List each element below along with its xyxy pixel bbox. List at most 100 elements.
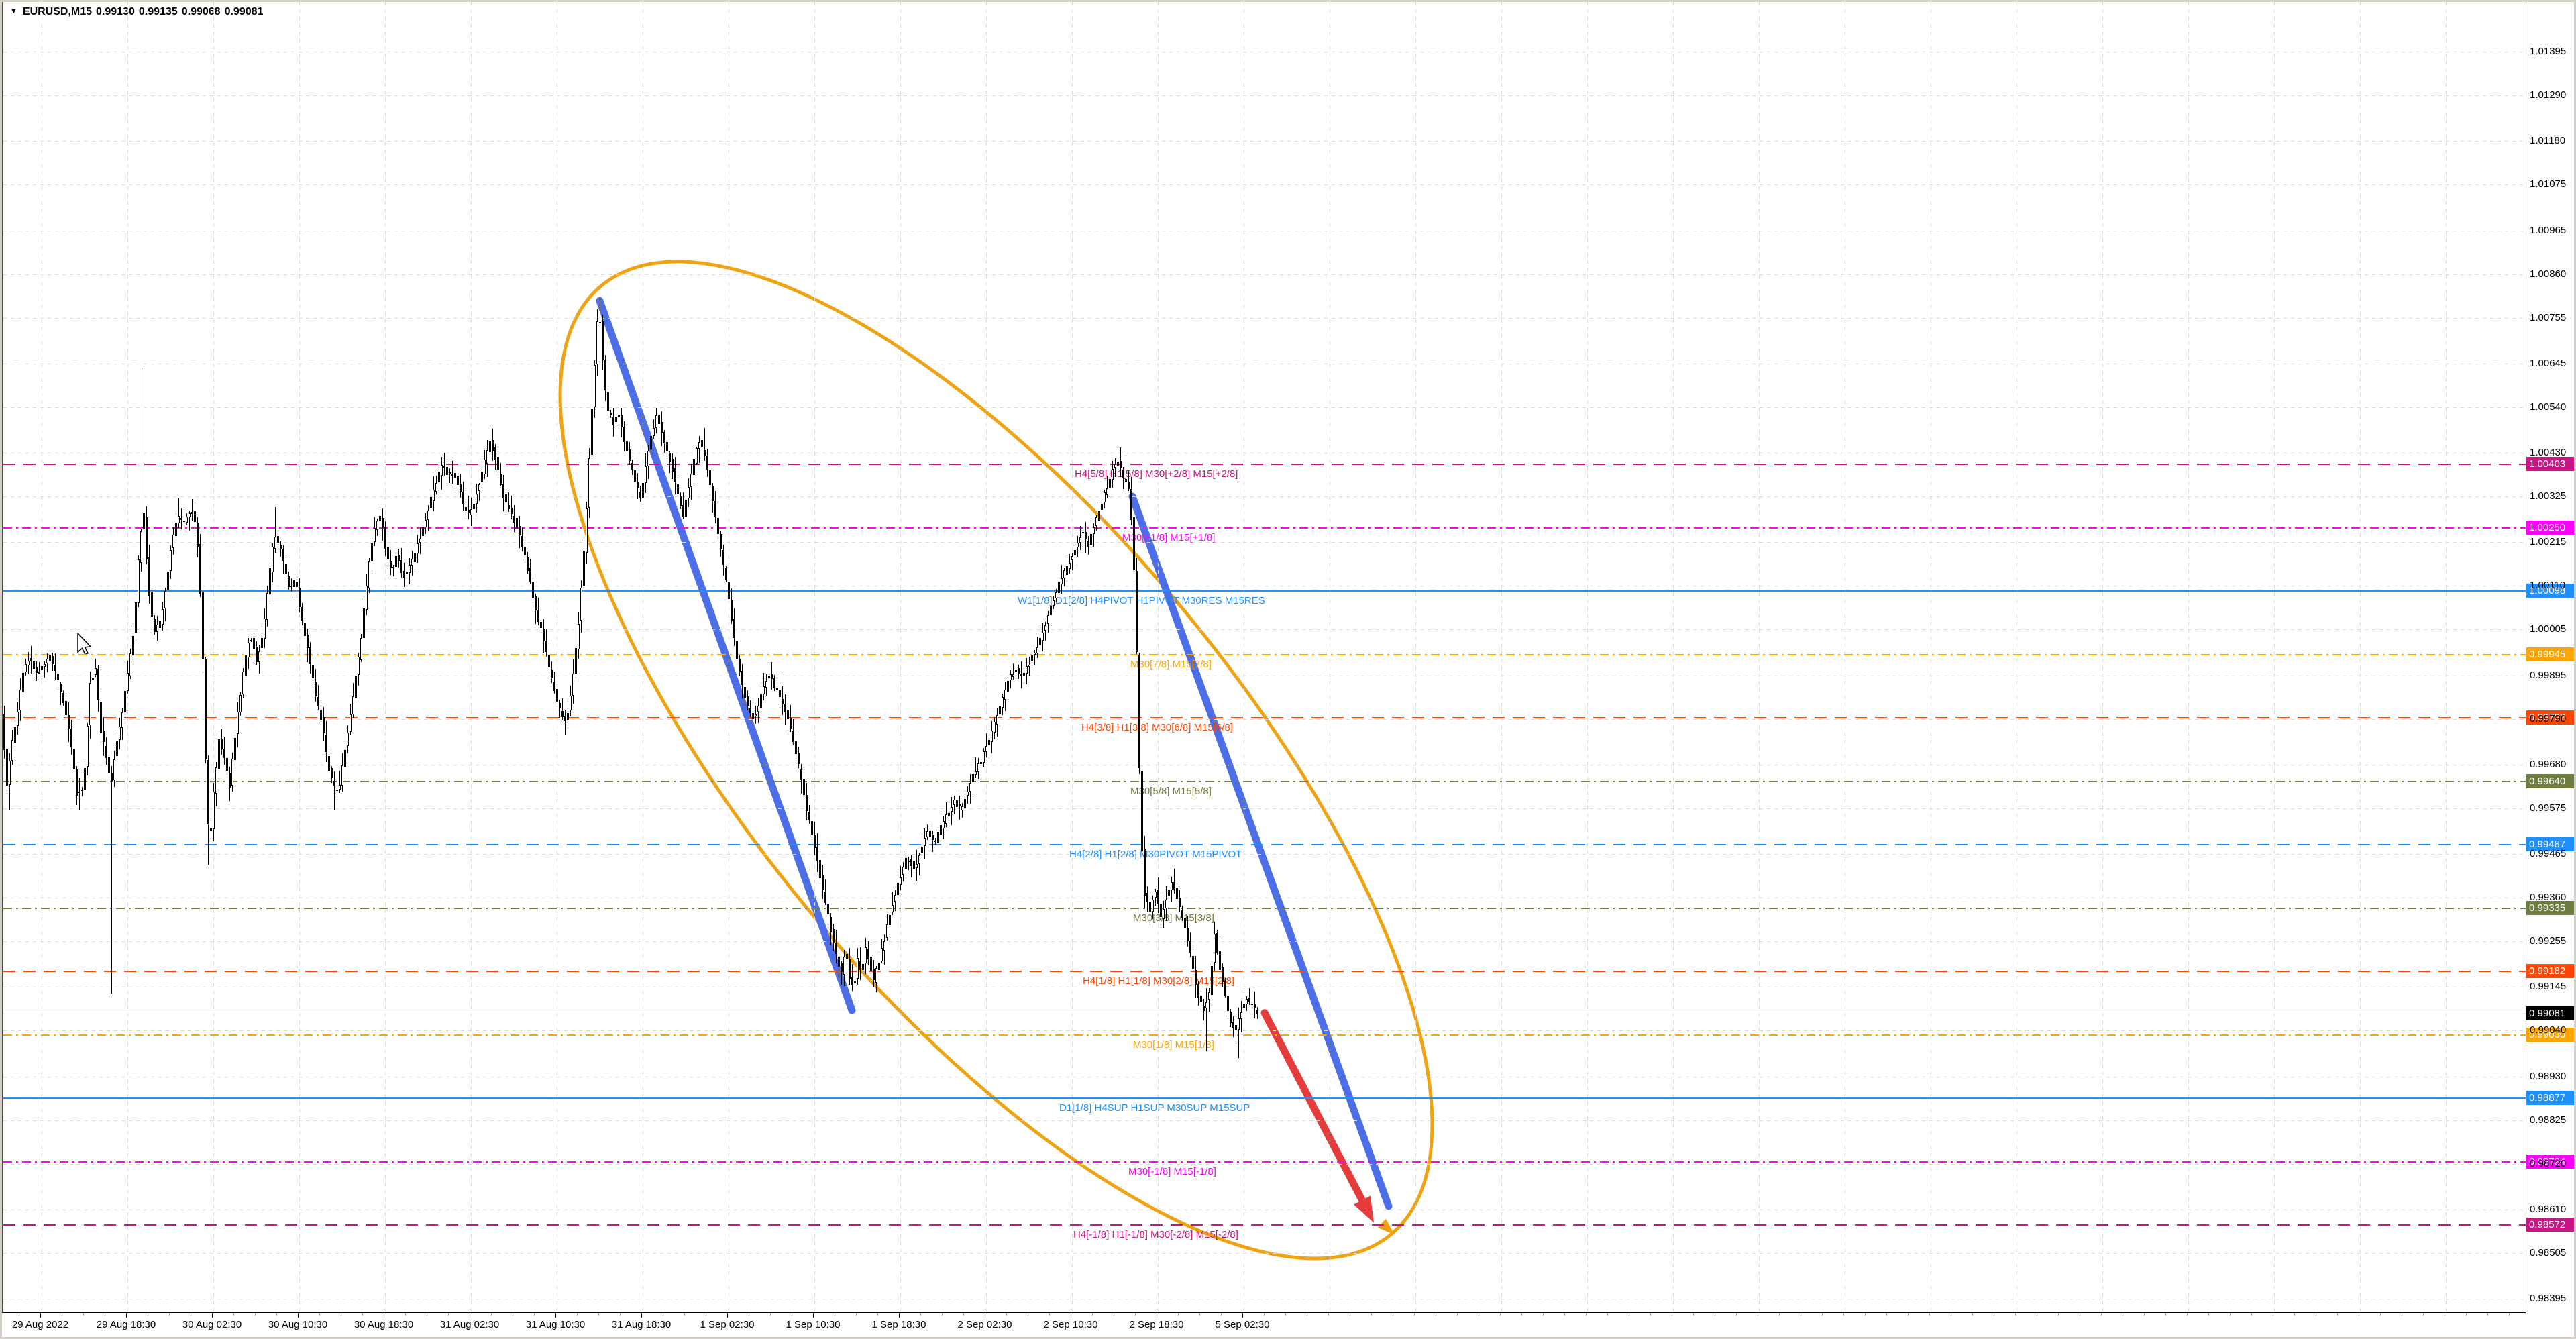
time-axis-label: 30 Aug 02:30 [182,1319,242,1330]
ellipse-arrowhead[interactable] [1377,1218,1399,1240]
murrey-level-line[interactable] [3,1097,2526,1099]
murrey-level-line[interactable] [3,590,2526,592]
candle [76,769,78,796]
murrey-level-line[interactable] [3,1224,2526,1226]
candle-wick [449,468,450,484]
candle [776,687,778,691]
time-axis-minor-tick [684,1313,685,1316]
murrey-level-line[interactable] [3,971,2526,972]
price-axis-label: 1.01180 [2530,135,2566,147]
murrey-level-line[interactable] [3,844,2526,845]
candle-wick [1107,476,1108,498]
candle [323,716,325,733]
candle-wick [892,892,893,915]
candle [1155,891,1157,898]
candle [739,658,741,673]
candle [985,745,987,752]
candle [543,629,545,641]
quote-low: 0.99068 [181,6,221,17]
murrey-level-label: M30[-1/8] M15[-1/8] [1128,1166,1216,1177]
candle [519,525,521,536]
time-axis-minor-tick [1414,1313,1415,1316]
candle [827,904,829,915]
time-axis-minor-tick [856,1313,857,1316]
time-axis-label: 1 Sep 10:30 [786,1319,841,1330]
gridline-vertical [1415,2,1416,1312]
gridline-horizontal [3,854,2526,855]
candle-wick [82,787,83,796]
candle [1012,674,1014,678]
murrey-level-line[interactable] [3,717,2526,718]
candle [658,415,660,425]
candle [1044,625,1046,631]
candle [430,496,432,508]
candle [223,749,225,759]
red-arrowhead[interactable] [1354,1195,1382,1228]
candle [409,565,411,574]
candle [591,409,593,455]
murrey-level-line[interactable] [3,464,2526,465]
candle [1224,981,1226,996]
candle [725,567,727,580]
candle [478,484,480,492]
candle [537,610,539,623]
candle-wick [192,499,193,521]
candle [1171,882,1173,890]
chart-title: ▼ EURUSD,M15 0.99130 0.99135 0.99068 0.99081 [10,6,263,18]
candle [433,490,435,501]
candle [301,607,303,621]
candle [285,564,287,574]
candle [156,624,158,633]
time-axis-minor-tick [1693,1313,1694,1316]
price-axis-label: 0.99680 [2530,758,2567,770]
candle [470,508,472,515]
time-axis-minor-tick [1178,1313,1179,1316]
candle [1222,966,1224,983]
candle [1146,892,1148,902]
candle [44,663,46,667]
candle-wick [911,855,912,878]
candle [881,947,883,962]
price-tag: 0.99640 [2526,774,2574,788]
candle [706,455,708,470]
murrey-level-line[interactable] [3,781,2526,782]
candle [1251,1004,1253,1006]
candle [398,555,400,561]
chart-canvas[interactable]: ▼ EURUSD,M15 0.99130 0.99135 0.99068 0.99081 … [2,2,2526,1312]
murrey-level-line[interactable] [3,654,2526,655]
candle [414,553,416,563]
red-arrow-drawing[interactable] [1260,1009,1373,1218]
candle [943,820,945,828]
price-axis-label: 0.98395 [2530,1293,2567,1305]
symbol-dropdown-icon[interactable]: ▼ [10,7,17,15]
murrey-level-label: H4[3/8] H1[3/8] M30[6/8] M15[6/8] [1081,722,1233,733]
candle [1200,995,1202,1002]
time-axis-minor-tick [1736,1313,1737,1316]
price-tag: 0.98724 [2526,1155,2574,1169]
murrey-level-line[interactable] [3,527,2526,529]
candle [784,704,786,712]
candle [304,623,306,637]
time-axis-minor-tick [1457,1313,1458,1316]
candle [685,500,687,517]
candle [1235,1025,1237,1030]
candle [1079,537,1081,543]
candle [288,576,290,588]
candle [379,515,381,521]
candle [870,956,872,971]
murrey-level-line[interactable] [3,908,2526,909]
gridline-vertical [2102,2,2103,1312]
murrey-level-label: M30[7/8] M15[7/8] [1130,659,1212,670]
candle-wick [393,565,394,576]
time-axis-minor-tick [2509,1313,2510,1316]
murrey-level-line[interactable] [3,1161,2526,1163]
candle [92,678,94,681]
candle-wick [1093,523,1094,547]
gridline-vertical [2446,2,2447,1312]
time-axis-minor-tick [1199,1313,1200,1316]
candle [561,710,564,718]
murrey-level-line[interactable] [3,1034,2526,1036]
candle [862,964,864,970]
candle [392,567,394,569]
candle-wick [954,796,955,814]
